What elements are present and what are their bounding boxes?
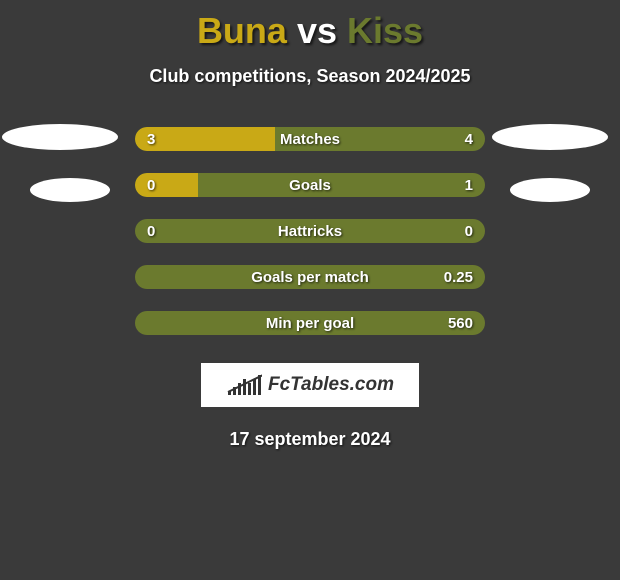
stat-row: 3Matches4 <box>135 127 485 151</box>
player1-badge-small <box>30 178 110 202</box>
comparison-chart: 3Matches40Goals10Hattricks0Goals per mat… <box>135 127 485 335</box>
logo-text: FcTables.com <box>268 374 394 396</box>
player2-badge-large <box>492 124 608 150</box>
title-player2: Kiss <box>347 10 423 51</box>
stat-label: Hattricks <box>135 219 485 243</box>
stat-label: Goals <box>135 173 485 197</box>
stat-value-right: 4 <box>465 127 473 151</box>
stat-value-right: 0 <box>465 219 473 243</box>
page-title: Buna vs Kiss <box>0 0 620 52</box>
date-label: 17 september 2024 <box>0 429 620 450</box>
stat-row: Min per goal560 <box>135 311 485 335</box>
stat-label: Min per goal <box>135 311 485 335</box>
stat-value-right: 0.25 <box>444 265 473 289</box>
title-vs: vs <box>297 10 337 51</box>
stat-value-right: 560 <box>448 311 473 335</box>
player1-badge-large <box>2 124 118 150</box>
player2-badge-small <box>510 178 590 202</box>
title-player1: Buna <box>197 10 287 51</box>
stat-row: Goals per match0.25 <box>135 265 485 289</box>
stat-label: Goals per match <box>135 265 485 289</box>
stat-row: 0Goals1 <box>135 173 485 197</box>
fctables-logo: FcTables.com <box>201 363 419 407</box>
stat-value-right: 1 <box>465 173 473 197</box>
stat-label: Matches <box>135 127 485 151</box>
stat-row: 0Hattricks0 <box>135 219 485 243</box>
subtitle: Club competitions, Season 2024/2025 <box>0 66 620 87</box>
bar-chart-icon <box>226 373 262 397</box>
